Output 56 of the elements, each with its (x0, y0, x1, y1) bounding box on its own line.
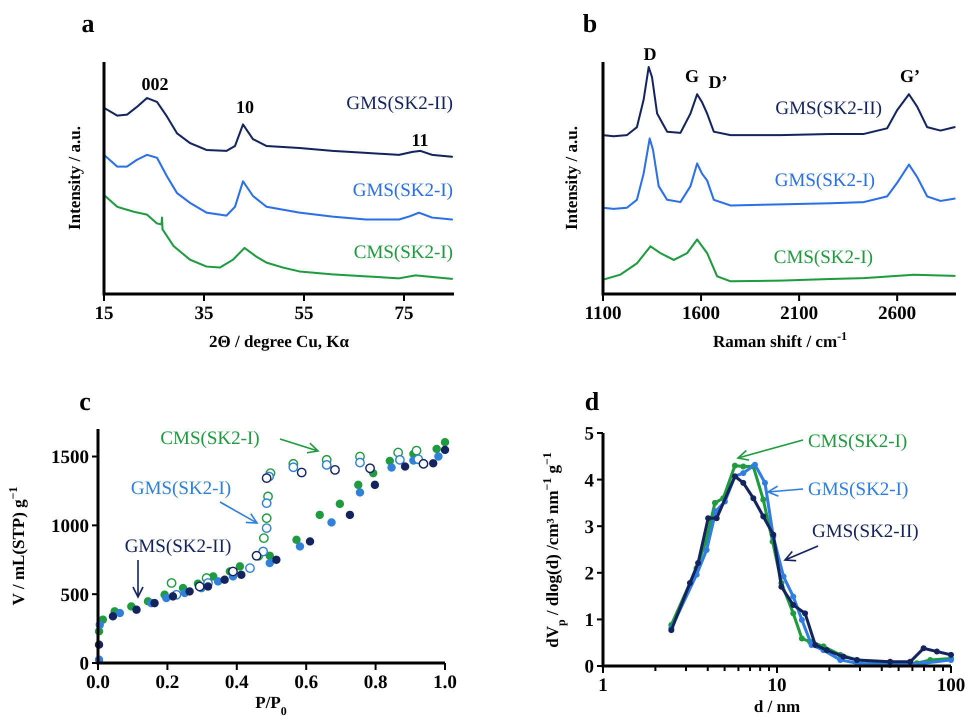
x-tick-label: 100 (936, 675, 966, 696)
annotation: G (684, 66, 700, 86)
x-tick-label: 0.0 (86, 672, 110, 693)
y-tick-label: 3 (584, 516, 594, 538)
y-tick-label: 500 (60, 584, 89, 606)
x-tick-label: 2600 (878, 303, 916, 324)
y-tick-label: 1000 (51, 516, 89, 538)
x-tick-label: 0.6 (294, 672, 318, 693)
text: D (644, 44, 656, 64)
x-tick-label: 2100 (780, 303, 818, 324)
x-tick-label: 0.2 (156, 672, 180, 693)
y-tick-label: 4 (584, 470, 594, 492)
y-tick-label: 0 (80, 654, 89, 675)
annotation: 10 (236, 97, 254, 117)
series-label: GMS(SK2-II) (775, 98, 882, 119)
y-tick-label: 2 (584, 563, 594, 584)
series-label: GMS(SK2-II) (346, 93, 453, 114)
x-tick-label: 15 (94, 303, 114, 324)
x-axis-title: P/P$_{0}$ (255, 693, 287, 716)
y-axis-title: Intensity / a.u. (562, 126, 581, 230)
y-axis-title: Intensity / a.u. (65, 126, 84, 230)
x-tick-label: 1600 (682, 303, 720, 324)
legend-label: GMS(SK2-I) (808, 479, 908, 500)
chart-title: d (584, 387, 600, 416)
y-tick-label: 1 (584, 610, 594, 632)
x-tick-label: 35 (194, 303, 214, 324)
legend-label: CMS(SK2-I) (808, 431, 908, 452)
series-label: GMS(SK2-I) (352, 180, 453, 201)
chart-title: c (79, 387, 91, 416)
x-tick-label: 1.0 (433, 672, 457, 693)
legend-label: CMS(SK2-I) (160, 428, 260, 449)
text: 002 (142, 74, 168, 94)
series-label: CMS(SK2-I) (354, 242, 453, 263)
x-tick-label: 55 (294, 303, 314, 324)
x-tick-label: 10 (768, 675, 786, 696)
annotation: G’ (900, 66, 920, 86)
annotation: 11 (411, 130, 429, 150)
series-label: GMS(SK2-II) (812, 521, 919, 542)
series-label: CMS(SK2-I) (774, 247, 873, 268)
x-tick-label: 0.8 (364, 672, 388, 693)
annotation: D’ (708, 72, 728, 92)
chart-title: b (582, 9, 598, 38)
x-axis-title: Raman shift / cm$^{-1}$ (712, 329, 848, 351)
y-tick-label: 5 (584, 424, 594, 445)
x-tick-label: 1 (598, 675, 608, 696)
x-tick-label: 75 (394, 303, 414, 324)
series-label: GMS(SK2-II) (124, 536, 232, 557)
y-tick-label: 0 (584, 656, 594, 678)
series-label: GMS(SK2-I) (774, 170, 875, 191)
chart-title: a (82, 9, 94, 38)
x-tick-label: 1100 (584, 303, 622, 324)
text: GMS(SK2-I) (130, 478, 232, 499)
x-axis-title: 2Θ / degree Cu, Kα (209, 332, 350, 351)
y-tick-label: 1500 (51, 447, 89, 468)
x-axis-title: d / nm (754, 697, 800, 716)
x-tick-label: 0.4 (224, 672, 250, 693)
